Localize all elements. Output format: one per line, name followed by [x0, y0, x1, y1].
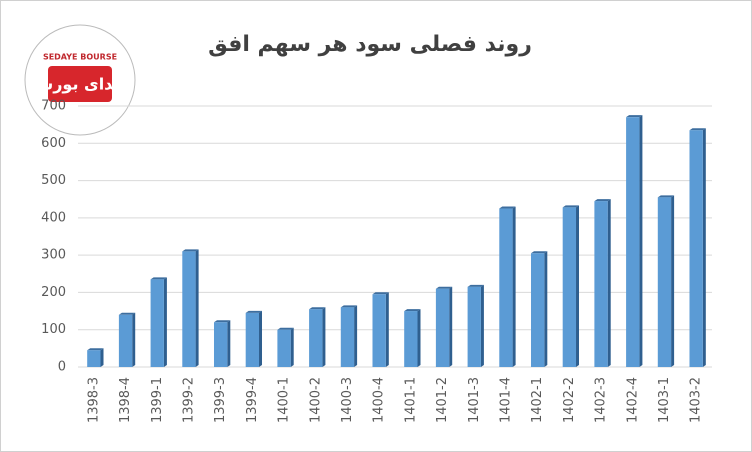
bar-side — [702, 128, 706, 367]
x-tick-label: 1403-1 — [657, 377, 672, 423]
x-tick-label: 1402-1 — [530, 377, 545, 423]
bar — [657, 197, 672, 367]
logo-latin: SEDAYE BOURSE — [43, 53, 117, 62]
bar-side — [259, 310, 263, 367]
bar — [245, 312, 260, 367]
y-tick-label: 700 — [41, 99, 66, 114]
bar — [340, 307, 355, 367]
bar — [118, 314, 133, 367]
bar-top — [182, 249, 199, 252]
bar-side — [417, 309, 421, 367]
bar-top — [594, 199, 611, 202]
y-tick-label: 400 — [41, 210, 66, 225]
bar-top — [213, 320, 231, 323]
bar-top — [562, 205, 580, 208]
bar-side — [163, 277, 167, 367]
x-tick-label: 1400-3 — [340, 377, 355, 423]
bar-top — [626, 115, 643, 118]
bar — [530, 253, 545, 367]
bar — [182, 251, 196, 367]
x-tick-label: 1400-4 — [372, 377, 387, 423]
bar — [309, 309, 323, 367]
bar — [277, 329, 291, 367]
y-tick-label: 100 — [41, 322, 66, 337]
bar-side — [227, 320, 231, 367]
bar-side — [100, 348, 104, 367]
x-tick-label: 1399-2 — [181, 377, 196, 423]
bar-top — [118, 312, 136, 315]
bar-side — [607, 199, 611, 367]
x-tick-label: 1401-2 — [435, 377, 450, 423]
bar — [626, 117, 640, 367]
bar-side — [195, 249, 199, 367]
bar-top — [340, 305, 358, 308]
bar-top — [309, 307, 326, 310]
bar-side — [322, 307, 326, 367]
bar-top — [530, 251, 548, 254]
y-tick-label: 300 — [41, 248, 66, 263]
bar-side — [449, 286, 453, 367]
y-tick-label: 600 — [41, 136, 66, 151]
bar-side — [354, 305, 358, 367]
bar-top — [657, 195, 675, 198]
x-tick-label: 1398-3 — [86, 377, 101, 423]
bar-top — [689, 128, 706, 131]
bar — [499, 208, 513, 367]
bar — [213, 322, 228, 367]
logo-persian: صدای بورس — [31, 75, 129, 94]
x-tick-label: 1399-3 — [213, 377, 228, 423]
bar-top — [435, 286, 453, 289]
bar — [404, 311, 418, 367]
bar — [87, 350, 101, 367]
bar-top — [404, 309, 421, 312]
bar-side — [385, 292, 389, 367]
x-tick-label: 1399-4 — [245, 377, 260, 423]
bar — [467, 286, 481, 367]
bar-top — [150, 277, 167, 280]
y-tick-label: 0 — [58, 360, 66, 375]
bar-top — [467, 284, 484, 287]
x-tick-label: 1400-1 — [277, 377, 292, 423]
bar — [372, 294, 386, 367]
x-tick-label: 1398-4 — [118, 377, 133, 423]
bar-top — [372, 292, 389, 295]
bar — [689, 130, 703, 367]
bar — [150, 279, 164, 367]
x-tick-label: 1400-2 — [308, 377, 323, 423]
x-tick-label: 1401-4 — [498, 377, 513, 423]
bar-side — [480, 284, 484, 367]
bar-top — [87, 348, 104, 351]
bar-side — [576, 205, 580, 367]
chart-title: روند فصلی سود هر سهم افق — [208, 32, 532, 57]
bar-side — [671, 195, 675, 367]
x-tick-label: 1399-1 — [150, 377, 165, 423]
bar-side — [639, 115, 643, 367]
bar — [435, 288, 450, 367]
x-tick-label: 1401-3 — [467, 377, 482, 423]
bar-top — [277, 327, 294, 330]
x-tick-label: 1401-1 — [403, 377, 418, 423]
x-tick-label: 1402-3 — [594, 377, 609, 423]
bar-side — [290, 327, 294, 367]
y-tick-label: 200 — [41, 285, 66, 300]
logo-box — [48, 66, 112, 102]
x-tick-label: 1402-2 — [562, 377, 577, 423]
logo: SEDAYE BOURSE صدای بورس — [24, 24, 136, 136]
bar-side — [512, 206, 516, 367]
x-tick-label: 1403-2 — [689, 377, 704, 423]
bar-side — [132, 312, 136, 367]
x-tick-label: 1402-4 — [625, 377, 640, 423]
y-tick-label: 500 — [41, 173, 66, 188]
bar-side — [544, 251, 548, 367]
bar-top — [245, 310, 263, 313]
bar — [594, 201, 608, 367]
bar — [562, 207, 577, 367]
bar-top — [499, 206, 516, 209]
